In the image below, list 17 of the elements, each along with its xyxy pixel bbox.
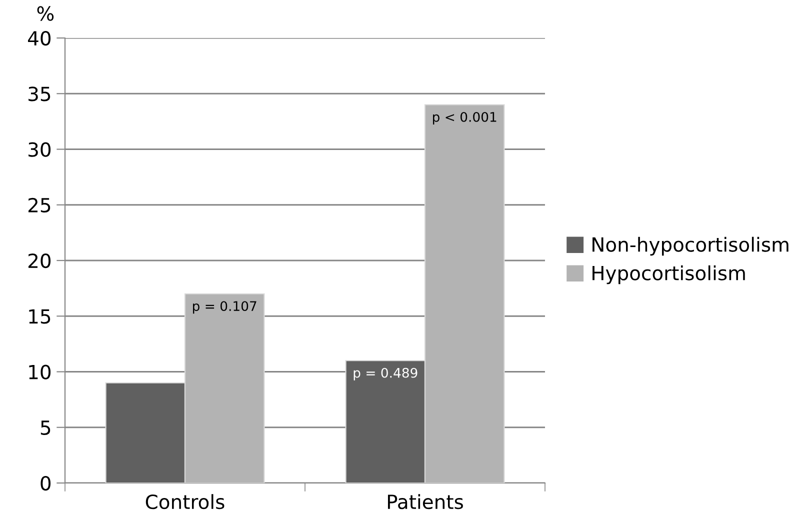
x-tick-label: Patients: [388, 494, 463, 510]
legend-label: Non-hypocortisolism: [592, 236, 788, 256]
y-tick-label: 10: [29, 364, 51, 380]
annotation: p = 0.489: [354, 368, 418, 380]
legend-label: Hypocortisolism: [592, 265, 745, 284]
y-tick-label: 25: [28, 198, 50, 213]
y-tick-label: 30: [28, 142, 51, 157]
y-tick-label: 20: [28, 253, 51, 268]
y-tick-label: 35: [28, 86, 50, 102]
x-tick-label: Controls: [146, 494, 224, 510]
y-tick-label: 40: [28, 30, 51, 46]
y-tick-label: 5: [40, 420, 50, 436]
y-tick-label: 15: [29, 309, 50, 324]
annotation: p < 0.001: [433, 112, 496, 124]
y-axis-title: %: [37, 6, 54, 21]
annotation: p = 0.107: [193, 301, 256, 314]
y-tick-label: 0: [40, 476, 51, 491]
